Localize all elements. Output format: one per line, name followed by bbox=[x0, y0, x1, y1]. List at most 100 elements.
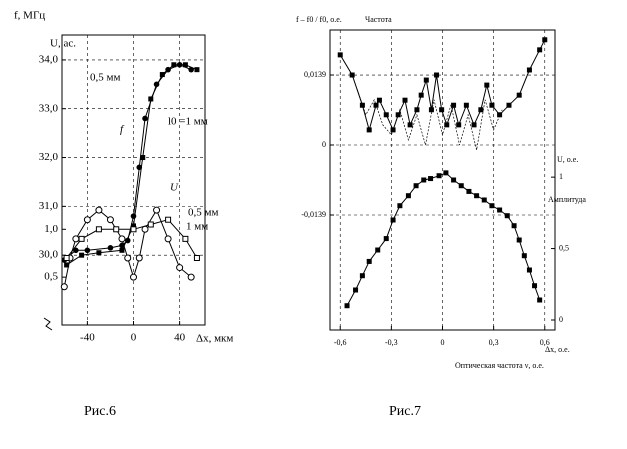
marker bbox=[478, 107, 484, 113]
marker bbox=[118, 235, 126, 243]
x-tick-label: -40 bbox=[80, 332, 95, 344]
marker bbox=[165, 216, 172, 223]
marker bbox=[193, 255, 200, 262]
marker bbox=[390, 217, 396, 223]
marker bbox=[516, 92, 522, 98]
marker bbox=[395, 112, 401, 118]
marker bbox=[194, 67, 200, 73]
marker bbox=[474, 193, 480, 199]
marker bbox=[72, 235, 80, 243]
marker bbox=[436, 173, 442, 179]
marker bbox=[521, 253, 527, 259]
marker bbox=[130, 273, 137, 281]
marker bbox=[506, 102, 512, 108]
marker bbox=[526, 267, 532, 273]
marker bbox=[434, 72, 440, 78]
marker bbox=[359, 102, 365, 108]
marker bbox=[526, 67, 532, 73]
marker bbox=[63, 255, 70, 262]
series-line bbox=[66, 64, 198, 266]
y2-tick-label: 1,0 bbox=[44, 223, 58, 235]
x-tick-label: -0,3 bbox=[385, 338, 398, 347]
marker bbox=[106, 216, 114, 224]
marker bbox=[405, 193, 411, 199]
marker bbox=[458, 183, 464, 189]
axis-label: Δx, о.е. bbox=[545, 345, 570, 354]
series-label: 0,5 мм bbox=[188, 207, 218, 219]
marker bbox=[124, 254, 132, 262]
marker bbox=[73, 247, 79, 254]
marker bbox=[542, 37, 548, 43]
marker bbox=[359, 273, 365, 279]
marker bbox=[463, 102, 469, 108]
marker bbox=[439, 107, 445, 113]
marker bbox=[471, 122, 477, 128]
marker bbox=[164, 235, 172, 243]
marker bbox=[95, 226, 102, 233]
x-tick-label: 0,3 bbox=[489, 338, 499, 347]
axis-label: f – f0 / f0, о.е. bbox=[296, 15, 342, 24]
marker bbox=[489, 102, 495, 108]
axis-label: f, МГц bbox=[14, 10, 45, 22]
x-tick-label: -0,6 bbox=[334, 338, 347, 347]
marker bbox=[516, 237, 522, 243]
axis-label: U, о.е. bbox=[557, 155, 578, 164]
series-label: Амплитуда bbox=[548, 195, 586, 204]
marker bbox=[456, 122, 462, 128]
series-label: 0,5 мм bbox=[90, 72, 120, 84]
caption: Рис.7 bbox=[389, 404, 421, 419]
marker bbox=[451, 177, 457, 183]
marker bbox=[148, 96, 154, 102]
marker bbox=[353, 287, 359, 293]
axis-label: Δx, мкм bbox=[196, 333, 233, 345]
marker bbox=[497, 207, 503, 213]
marker bbox=[95, 206, 103, 214]
marker bbox=[497, 112, 503, 118]
series-line bbox=[356, 89, 503, 151]
y2-tick-label: 0,5 bbox=[44, 271, 58, 283]
marker bbox=[428, 176, 434, 182]
marker bbox=[349, 72, 355, 78]
axis-label: U, ас. bbox=[50, 38, 76, 50]
y-tick-label: 31,0 bbox=[39, 200, 59, 212]
y-tick-label: 0,0139 bbox=[304, 70, 326, 79]
marker bbox=[147, 221, 154, 228]
x-tick-label: 0 bbox=[131, 332, 137, 344]
y-tick-label: 32,0 bbox=[39, 151, 59, 163]
marker bbox=[444, 122, 450, 128]
marker bbox=[443, 170, 449, 176]
y-tick-label: 33,0 bbox=[39, 102, 59, 114]
y2-tick-label: 0 bbox=[559, 315, 563, 324]
marker bbox=[489, 203, 495, 209]
marker bbox=[79, 252, 85, 258]
marker bbox=[383, 112, 389, 118]
marker bbox=[414, 107, 420, 113]
marker bbox=[107, 245, 114, 251]
x-tick-label: 0 bbox=[441, 338, 445, 347]
marker bbox=[537, 47, 543, 53]
marker bbox=[504, 213, 510, 219]
caption: Рис.6 bbox=[84, 404, 116, 419]
marker bbox=[113, 226, 120, 233]
marker bbox=[366, 258, 372, 264]
marker bbox=[182, 235, 189, 242]
marker bbox=[78, 235, 85, 242]
series-label: Частота bbox=[365, 15, 392, 24]
axis-label: Оптическая частота ν, о.е. bbox=[455, 361, 544, 370]
marker bbox=[131, 223, 136, 229]
marker bbox=[366, 127, 372, 133]
marker bbox=[153, 206, 161, 214]
marker bbox=[451, 102, 457, 108]
marker bbox=[375, 247, 381, 253]
y2-tick-label: 0,5 bbox=[559, 243, 569, 252]
marker bbox=[421, 177, 427, 183]
marker bbox=[484, 82, 490, 88]
marker bbox=[136, 164, 143, 171]
marker bbox=[418, 92, 424, 98]
annotation: f bbox=[120, 124, 125, 136]
y-tick-label: 34,0 bbox=[39, 53, 59, 65]
marker bbox=[84, 247, 91, 254]
marker bbox=[511, 223, 517, 229]
marker bbox=[83, 216, 91, 224]
